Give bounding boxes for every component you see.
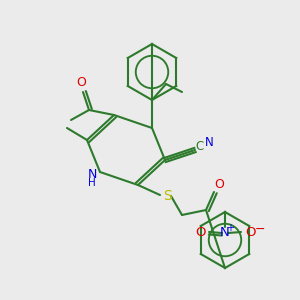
- Text: O: O: [195, 226, 205, 239]
- Text: C: C: [196, 140, 204, 152]
- Text: H: H: [88, 178, 96, 188]
- Text: +: +: [226, 223, 234, 233]
- Text: S: S: [163, 189, 171, 203]
- Text: −: −: [255, 223, 265, 236]
- Text: O: O: [245, 226, 255, 239]
- Text: N: N: [87, 167, 97, 181]
- Text: N: N: [220, 226, 230, 239]
- Text: N: N: [205, 136, 213, 148]
- Text: O: O: [214, 178, 224, 191]
- Text: O: O: [76, 76, 86, 89]
